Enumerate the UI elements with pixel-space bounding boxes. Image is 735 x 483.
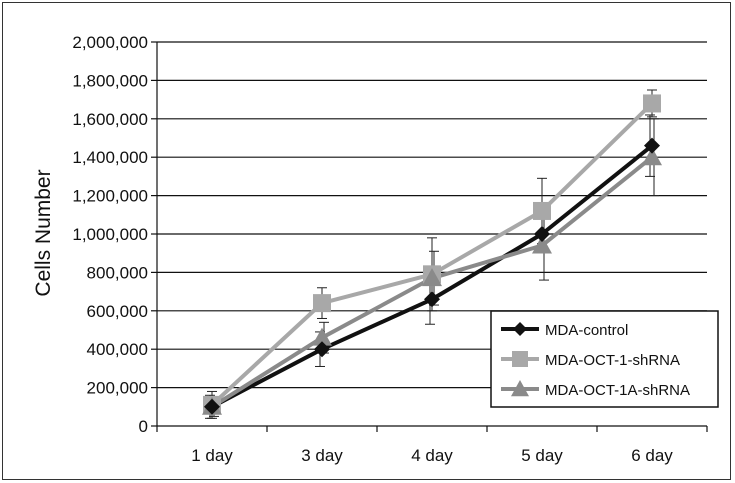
y-tick-label: 1,600,000 bbox=[72, 110, 148, 129]
data-point bbox=[312, 327, 332, 346]
y-tick-label: 400,000 bbox=[87, 340, 148, 359]
legend-entry-label: MDA-control bbox=[545, 322, 628, 339]
data-point bbox=[642, 147, 662, 166]
y-tick-label: 0 bbox=[139, 417, 148, 436]
x-tick-label: 6 day bbox=[631, 446, 673, 465]
legend-entry-label: MDA-OCT-1-shRNA bbox=[545, 352, 680, 369]
data-point bbox=[643, 94, 661, 113]
data-point bbox=[424, 291, 440, 308]
legend-entry-label: MDA-OCT-1A-shRNA bbox=[545, 382, 690, 399]
y-tick-label: 800,000 bbox=[87, 263, 148, 282]
y-tick-label: 1,800,000 bbox=[72, 71, 148, 90]
legend-swatch-marker bbox=[513, 322, 527, 336]
legend-swatch-marker bbox=[512, 351, 528, 367]
x-tick-labels: 1 day 3 day 4 day 5 day 6 day bbox=[191, 446, 673, 465]
y-tick-label: 600,000 bbox=[87, 302, 148, 321]
data-point bbox=[532, 235, 552, 254]
legend-swatch-marker bbox=[511, 380, 529, 397]
y-tick-label: 1,200,000 bbox=[72, 187, 148, 206]
series-markers bbox=[202, 94, 662, 415]
y-tick-label: 2,000,000 bbox=[72, 33, 148, 52]
y-tick-labels: 0 200,000 400,000 600,000 800,000 1,000,000 1,… bbox=[72, 33, 148, 436]
x-tick-label: 5 day bbox=[521, 446, 563, 465]
data-point bbox=[422, 268, 442, 287]
data-point bbox=[644, 137, 660, 154]
data-point bbox=[533, 201, 551, 220]
y-tick-label: 1,000,000 bbox=[72, 225, 148, 244]
data-point bbox=[204, 398, 220, 415]
y-axis-label: Cells Number bbox=[32, 169, 55, 296]
x-tick-label: 3 day bbox=[301, 446, 343, 465]
data-point bbox=[314, 341, 330, 358]
x-tick-label: 4 day bbox=[411, 446, 453, 465]
data-point bbox=[534, 226, 550, 242]
data-point bbox=[313, 294, 331, 313]
legend: MDA-control MDA-OCT-1-shRNA MDA-OCT-1A-shR… bbox=[490, 310, 719, 408]
y-tick-label: 1,400,000 bbox=[72, 148, 148, 167]
y-tick-label: 200,000 bbox=[87, 379, 148, 398]
x-tick-label: 1 day bbox=[191, 446, 233, 465]
